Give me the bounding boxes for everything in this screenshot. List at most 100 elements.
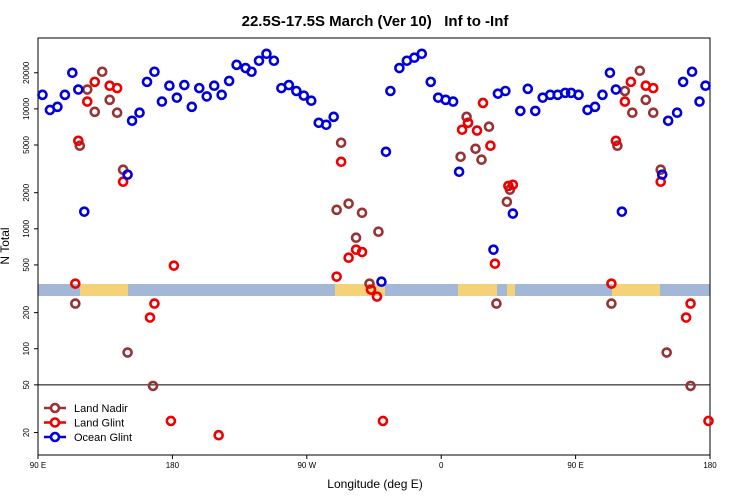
point [700, 80, 711, 92]
point [647, 82, 659, 94]
point [619, 85, 631, 97]
point [104, 94, 115, 106]
point [126, 115, 138, 127]
point [606, 298, 617, 309]
point [350, 232, 362, 244]
point [365, 284, 377, 295]
point [298, 90, 310, 101]
point [385, 85, 396, 97]
point [488, 244, 499, 255]
point [59, 89, 71, 101]
point [610, 135, 622, 147]
point [416, 48, 428, 60]
point [335, 156, 347, 168]
point [147, 380, 159, 392]
point [156, 96, 168, 107]
point [283, 79, 295, 91]
point [171, 92, 183, 103]
point [149, 66, 160, 78]
point [168, 260, 180, 271]
point [268, 55, 280, 67]
point [522, 83, 534, 95]
point [70, 298, 81, 309]
point [685, 380, 696, 392]
point [485, 140, 496, 152]
y-tick-label: 200 [22, 305, 31, 319]
point [377, 415, 389, 427]
point [471, 125, 483, 136]
y-tick-label: 500 [22, 258, 31, 272]
point [455, 151, 466, 163]
point [67, 67, 78, 79]
point [597, 89, 608, 101]
y-tick-label: 100 [22, 342, 31, 356]
point [461, 111, 472, 123]
point [223, 75, 235, 87]
point [122, 347, 133, 358]
point [501, 196, 513, 208]
point [677, 76, 689, 88]
point [483, 121, 495, 133]
point [625, 76, 637, 88]
point [470, 143, 481, 155]
point [78, 206, 90, 217]
point [685, 298, 696, 309]
point [179, 79, 190, 91]
point [656, 169, 668, 180]
x-tick-label: 90 W [297, 461, 316, 470]
point [335, 137, 347, 149]
point [476, 154, 487, 165]
point [343, 252, 354, 264]
point [134, 107, 145, 119]
point [589, 101, 601, 113]
point [559, 87, 571, 99]
point [81, 84, 93, 95]
point [507, 208, 519, 219]
point [37, 89, 48, 101]
point [680, 312, 692, 323]
point [425, 76, 437, 88]
chart-title: 22.5S-17.5S March (Ver 10) Inf to -Inf [242, 13, 510, 30]
point [356, 246, 368, 258]
legend-label: Land Glint [74, 418, 124, 430]
point [503, 180, 514, 192]
point [89, 76, 101, 88]
point [111, 82, 123, 94]
y-axis-label: N Total [0, 227, 12, 264]
point [331, 204, 342, 216]
point [456, 124, 468, 136]
legend-label: Ocean Glint [74, 432, 132, 444]
plot-frame [37, 37, 711, 456]
legend-label: Land Nadir [74, 403, 128, 415]
point [489, 258, 501, 269]
y-tick-label: 5000 [22, 136, 31, 154]
point [165, 415, 177, 427]
x-tick-label: 180 [703, 461, 717, 470]
point [491, 298, 502, 309]
point [394, 62, 405, 74]
point [74, 140, 86, 152]
point [612, 140, 623, 152]
point [640, 94, 652, 106]
point [231, 59, 242, 71]
point [662, 115, 674, 127]
point [703, 415, 714, 427]
point [515, 105, 526, 117]
point [364, 278, 375, 289]
point [655, 164, 667, 176]
y-tick-label: 20 [22, 428, 31, 437]
point [573, 89, 584, 101]
point [634, 65, 646, 77]
x-tick-label: 90 E [30, 461, 46, 470]
point [305, 95, 317, 107]
point [73, 84, 84, 95]
point [606, 278, 617, 289]
x-axis-label: Longitude (deg E) [327, 477, 422, 491]
point [261, 48, 272, 60]
point [671, 107, 683, 119]
point [193, 82, 205, 94]
x-tick-label: 180 [166, 461, 180, 470]
point [70, 278, 81, 289]
point [81, 96, 93, 107]
